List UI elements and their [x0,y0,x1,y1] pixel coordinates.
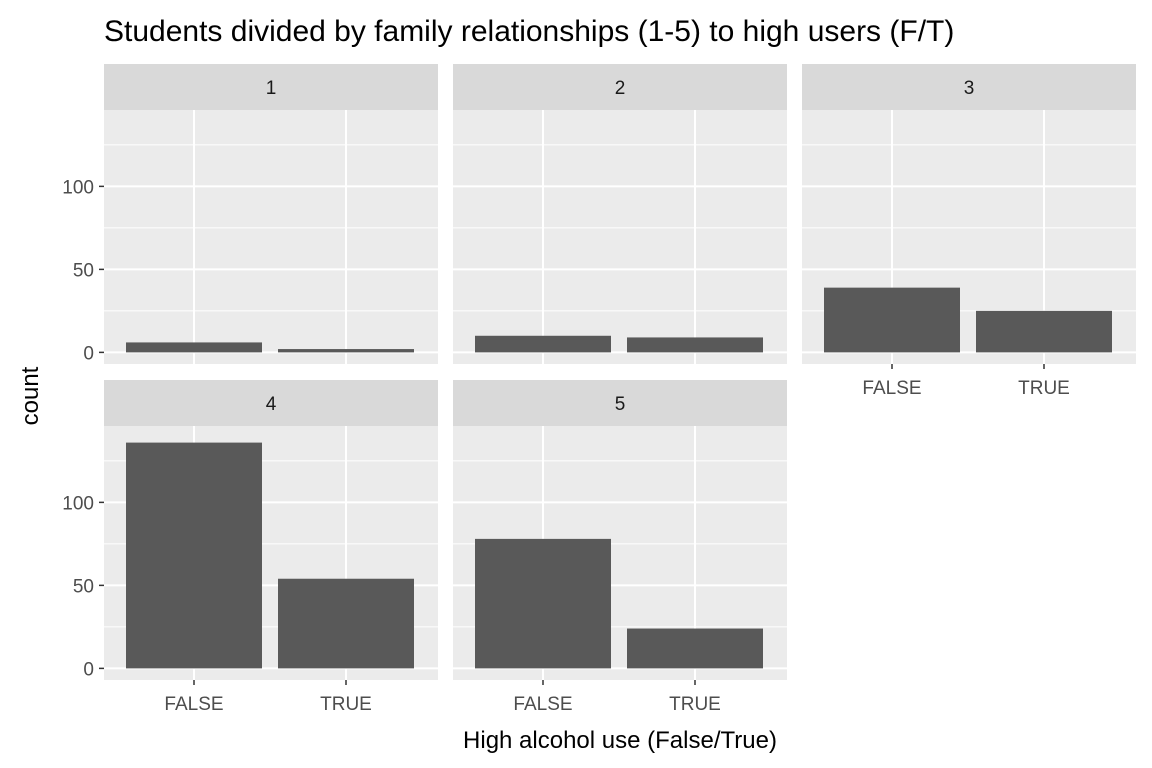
facet-panel-1: 1 0 50 100 [62,64,438,364]
y-tick-label: 100 [62,177,94,198]
facet-strip [453,380,787,426]
y-tick-label: 0 [83,343,94,364]
bar-false [824,287,960,353]
bar-false [475,538,611,669]
y-tick-label: 100 [62,493,94,514]
x-tick-label: FALSE [164,694,223,715]
x-tick-label: FALSE [513,694,572,715]
facet-plot-area [453,110,787,364]
facet-strip-label: 4 [266,394,277,415]
bar-true [627,628,763,669]
bar-true [627,337,763,353]
facet-strip-label: 2 [615,78,626,99]
facet-strip [104,380,438,426]
facet-strip [802,64,1136,110]
facet-strip-label: 3 [964,78,975,99]
y-tick-label: 0 [83,659,94,680]
x-tick-label: TRUE [320,694,372,715]
chart-title: Students divided by family relationships… [104,15,954,48]
bar-false [126,342,262,353]
x-tick-label: FALSE [862,378,921,399]
facet-strip-label: 5 [615,394,626,415]
bar-true [278,349,414,353]
facet-panel-4: 4 0 50 100 FALSE TRUE [62,380,438,715]
x-tick-label: TRUE [669,694,721,715]
bar-true [976,310,1112,353]
facet-strip [104,64,438,110]
y-tick-label: 50 [73,260,94,281]
bar-true [278,578,414,669]
facet-panel-5: 5 FALSE TRUE [453,380,787,715]
x-tick-label: TRUE [1018,378,1070,399]
facet-panel-2: 2 [453,64,787,364]
facet-strip-label: 1 [266,78,277,99]
x-axis-title: High alcohol use (False/True) [463,727,777,754]
bar-false [126,442,262,669]
facet-panels: 1 0 50 100 2 3 FALSE TRUE 4 0 50 100 FALSE TRUE 5 FALSE… [62,64,1136,715]
y-tick-label: 50 [73,576,94,597]
facet-plot-area [104,110,438,364]
y-axis-title: count [17,366,44,425]
bar-false [475,335,611,353]
facet-panel-3: 3 FALSE TRUE [802,64,1136,399]
facet-strip [453,64,787,110]
